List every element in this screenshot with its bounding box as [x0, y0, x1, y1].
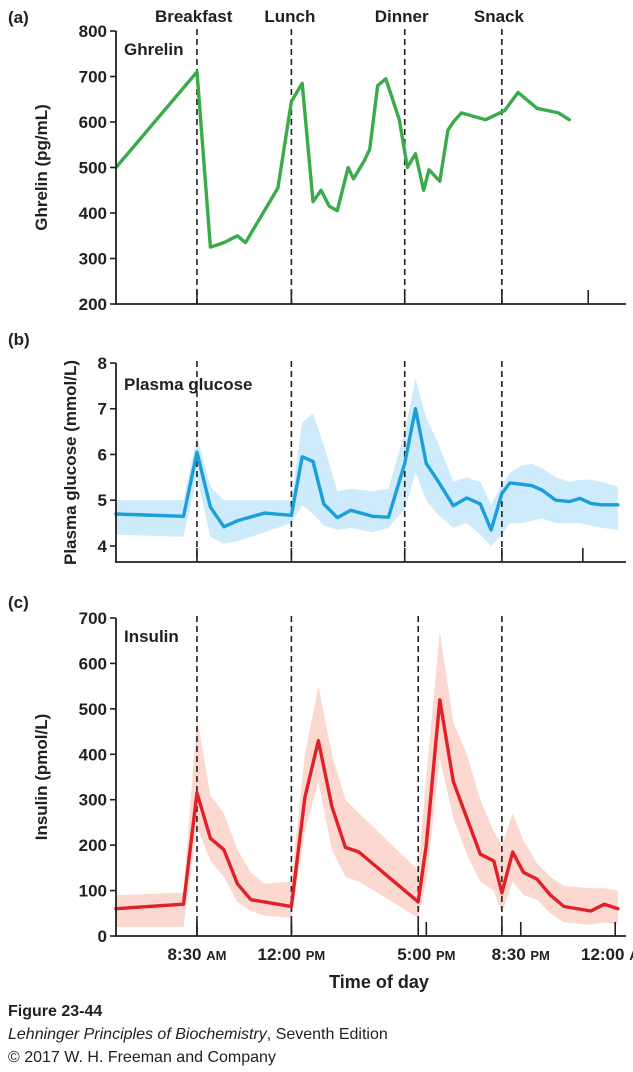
figure-number: Figure 23-44	[8, 1003, 103, 1020]
y-tick-label: 500	[79, 700, 107, 719]
confidence-bands	[116, 379, 618, 927]
insulin-line	[114, 698, 620, 913]
y-axis-title: Ghrelin (pg/mL)	[32, 104, 51, 231]
y-tick-label: 400	[79, 745, 107, 764]
book-edition: , Seventh Edition	[266, 1026, 388, 1043]
x-tick-label: 8:30 AM	[167, 945, 226, 964]
ghrelin-line	[114, 70, 571, 249]
y-tick-label: 8	[98, 354, 107, 373]
y-tick-label: 5	[98, 491, 107, 510]
book-citation: Lehninger Principles of Biochemistry, Se…	[8, 1023, 628, 1046]
y-tick-label: 100	[79, 882, 107, 901]
insulin-confidence-band	[116, 631, 618, 927]
x-tick-time: 12:00	[581, 945, 629, 964]
y-tick-label: 0	[98, 927, 107, 946]
y-tick-label: 800	[79, 22, 107, 41]
x-tick-ampm: PM	[306, 948, 326, 963]
y-tick-label: 300	[79, 250, 107, 269]
panel-title: Insulin	[124, 627, 179, 646]
x-tick-label: 5:00 PM	[397, 945, 455, 964]
plasma-glucose-line	[114, 407, 620, 532]
book-title: Lehninger Principles of Biochemistry	[8, 1026, 267, 1043]
x-tick-time: 5:00	[397, 945, 436, 964]
y-tick-label: 6	[98, 445, 107, 464]
x-tick-ampm: AM	[629, 948, 633, 963]
y-tick-label: 600	[79, 654, 107, 673]
y-tick-label: 300	[79, 791, 107, 810]
meal-label-dinner: Dinner	[375, 7, 429, 26]
figure-caption: Figure 23-44 Lehninger Principles of Bio…	[8, 1000, 628, 1069]
x-tick-label: 12:00 AM	[581, 945, 633, 964]
panel-label: (a)	[8, 8, 29, 27]
y-tick-label: 700	[79, 68, 107, 87]
labels: 200 300 400 500 600 700 800 (a) Ghrelin Ghrelin (…	[8, 7, 633, 992]
series-lines	[114, 70, 620, 913]
x-tick-time: 8:30	[492, 945, 531, 964]
x-tick-label: 8:30 PM	[492, 945, 550, 964]
axes	[110, 30, 626, 937]
x-axis-title: Time of day	[329, 972, 429, 992]
panel-title: Ghrelin	[124, 40, 184, 59]
y-axis-title: Insulin (pmol/L)	[32, 714, 51, 841]
y-tick-label: 4	[98, 537, 108, 556]
panel-label: (b)	[8, 330, 30, 349]
meal-label-lunch: Lunch	[264, 7, 315, 26]
panel-title: Plasma glucose	[124, 375, 253, 394]
y-tick-label: 200	[79, 836, 107, 855]
y-tick-label: 500	[79, 159, 107, 178]
plasma-glucose-confidence-band	[116, 379, 618, 546]
y-axis-title: Plasma glucose (mmol/L)	[61, 360, 80, 565]
meal-label-snack: Snack	[474, 7, 525, 26]
x-tick-time: 12:00	[258, 945, 306, 964]
y-tick-label: 600	[79, 113, 107, 132]
y-tick-label: 700	[79, 609, 107, 628]
x-tick-time: 8:30	[167, 945, 206, 964]
panel-label: (c)	[8, 593, 29, 612]
copyright: © 2017 W. H. Freeman and Company	[8, 1049, 276, 1066]
y-tick-label: 7	[98, 400, 107, 419]
x-tick-ampm: PM	[436, 948, 456, 963]
x-tick-ampm: PM	[530, 948, 550, 963]
y-tick-label: 400	[79, 204, 107, 223]
x-tick-ampm: AM	[206, 948, 226, 963]
y-tick-label: 200	[79, 295, 107, 314]
meal-label-breakfast: Breakfast	[155, 7, 233, 26]
x-tick-label: 12:00 PM	[258, 945, 326, 964]
